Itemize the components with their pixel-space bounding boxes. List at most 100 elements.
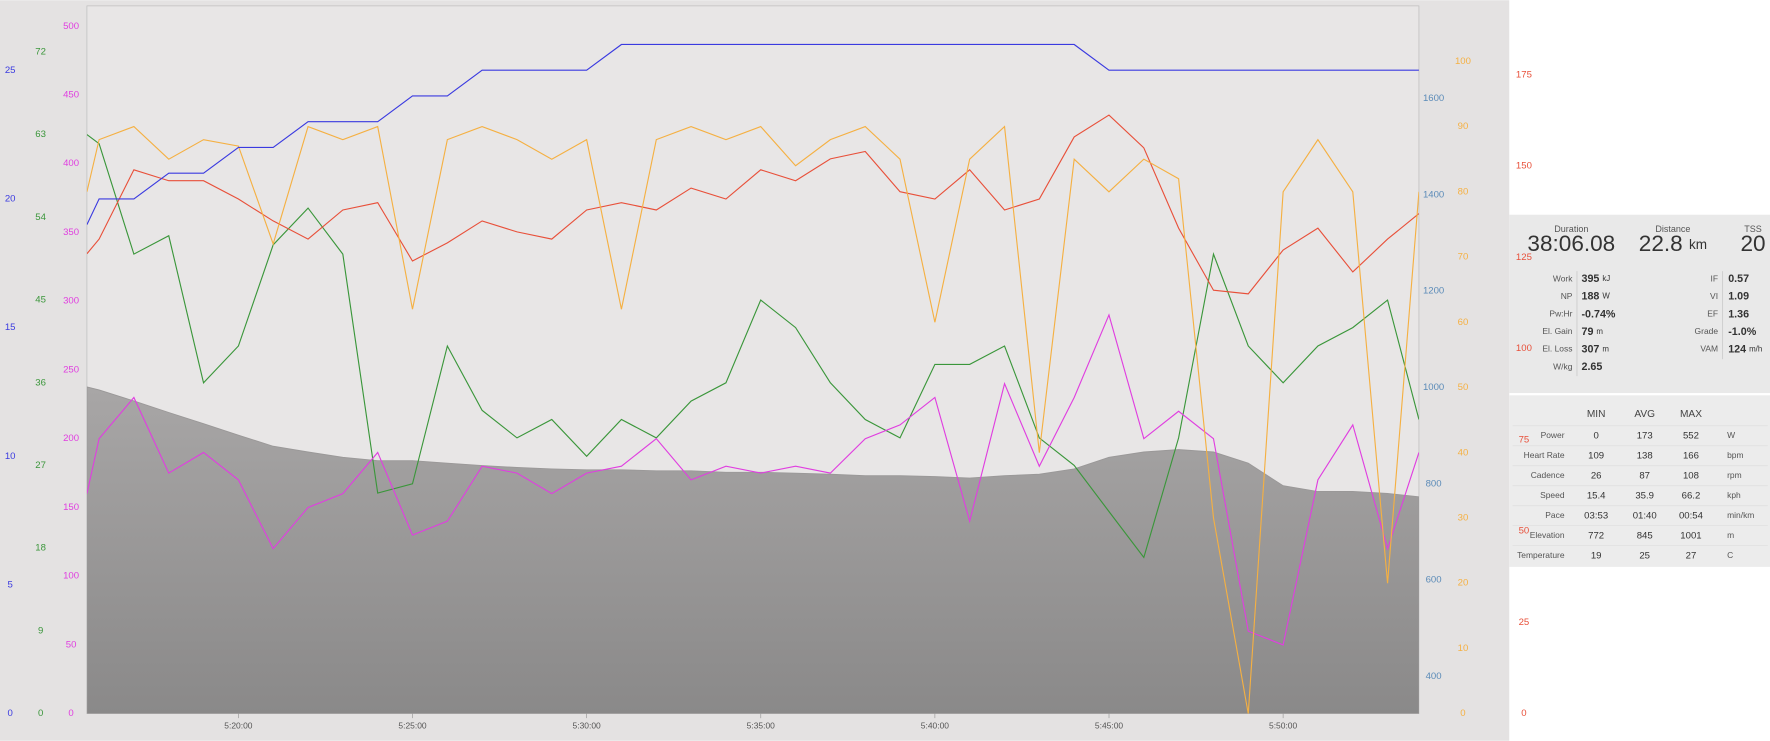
metric-label: VI (1710, 291, 1718, 301)
y-tick-label: 300 (63, 296, 79, 307)
y-tick-label: 1000 (1423, 382, 1444, 393)
metric-label: Work (1553, 273, 1573, 283)
y-tick-label: 175 (1516, 69, 1532, 80)
row-label: Speed (1540, 490, 1565, 500)
metric-label: IF (1711, 273, 1719, 283)
y-tick-label: 500 (63, 21, 79, 32)
cell: 25 (1639, 550, 1650, 561)
headline-value: 38:06.08 (1527, 231, 1615, 256)
metric-value: -0.74% (1581, 308, 1615, 320)
row-label: Pace (1545, 510, 1565, 520)
value: 38:06.08 (1527, 231, 1615, 256)
y-tick-label: 400 (1426, 671, 1442, 682)
plot (86, 43, 1419, 714)
cell: 0 (1593, 431, 1598, 442)
metric-value: 79 m (1581, 326, 1603, 338)
y-tick-label: 1200 (1423, 286, 1444, 297)
x-tick-label: 5:40:00 (921, 720, 950, 730)
y-tick-label: 45 (35, 295, 46, 306)
y-tick-label: 40 (1458, 447, 1469, 458)
x-tick-label: 5:30:00 (573, 720, 602, 730)
row-label: Power (1541, 430, 1565, 440)
y-tick-label: 600 (1426, 575, 1442, 586)
y-tick-label: 9 (38, 625, 43, 636)
value: 307 (1581, 343, 1599, 355)
metric-label: Pw:Hr (1549, 309, 1572, 319)
y-tick-label: 250 (63, 364, 79, 375)
metric-label: VAM (1700, 344, 1718, 354)
y-tick-label: 100 (1516, 343, 1532, 354)
y-tick-label: 50 (1519, 526, 1530, 537)
metric-value: 307 m (1581, 343, 1609, 355)
value: 188 (1581, 291, 1599, 303)
row-unit: rpm (1727, 470, 1742, 480)
unit: m (1602, 345, 1609, 354)
y-tick-label: 10 (5, 451, 16, 462)
y-tick-label: 1600 (1423, 93, 1444, 104)
series-line (86, 313, 1419, 646)
cell: 01:40 (1633, 510, 1657, 521)
row-unit: C (1727, 550, 1733, 560)
value: 124 (1728, 343, 1746, 355)
y-tick-label: 27 (35, 460, 46, 471)
value: 20 (1741, 231, 1766, 256)
y-tick-label: 25 (1519, 617, 1530, 628)
row-label: Cadence (1531, 470, 1565, 480)
value: 2.65 (1581, 361, 1602, 373)
cell: 87 (1639, 470, 1650, 481)
x-tick-label: 5:50:00 (1269, 720, 1298, 730)
metric-value: 1.09 (1728, 291, 1749, 303)
cell: 108 (1683, 470, 1699, 481)
row-unit: bpm (1727, 450, 1743, 460)
value: -0.74% (1581, 308, 1615, 320)
cell: 138 (1637, 450, 1653, 461)
cell: 15.4 (1587, 490, 1606, 501)
y-tick-label: 18 (35, 543, 46, 554)
y-tick-label: 15 (5, 322, 16, 333)
metric-value: 0.57 (1728, 273, 1749, 285)
y-tick-label: 450 (63, 90, 79, 101)
x-tick-label: 5:35:00 (747, 720, 776, 730)
y-tick-label: 63 (35, 129, 46, 140)
value: -1.0% (1728, 326, 1756, 338)
value: 79 (1581, 326, 1593, 338)
cell: 772 (1588, 530, 1604, 541)
value: 0.57 (1728, 273, 1749, 285)
column-header: AVG (1634, 409, 1655, 420)
cell: 19 (1591, 550, 1602, 561)
y-tick-label: 350 (63, 227, 79, 238)
y-tick-label: 800 (1426, 478, 1442, 489)
y-tick-label: 1400 (1423, 189, 1444, 200)
y-tick-label: 100 (1455, 56, 1471, 67)
row-label: Elevation (1530, 530, 1565, 540)
metric-label: Grade (1695, 326, 1719, 336)
y-tick-label: 25 (5, 65, 16, 76)
cell: 26 (1591, 470, 1602, 481)
y-tick-label: 400 (63, 158, 79, 169)
y-tick-label: 5 (7, 580, 12, 591)
y-tick-label: 0 (68, 708, 73, 719)
metric-value: 124 m/h (1728, 343, 1762, 355)
y-tick-label: 0 (1460, 708, 1465, 719)
metric-label: NP (1561, 291, 1573, 301)
metric-value: 2.65 (1581, 361, 1602, 373)
cell: 166 (1683, 450, 1699, 461)
metric-value: 1.36 (1728, 308, 1749, 320)
summary-panel (1509, 214, 1770, 394)
y-tick-label: 36 (35, 377, 46, 388)
cell: 845 (1637, 530, 1653, 541)
row-unit: m (1727, 530, 1734, 540)
row-label: Heart Rate (1524, 450, 1565, 460)
series-line (86, 125, 1419, 714)
value: 22.8 (1639, 231, 1683, 256)
headline-label: Distance (1655, 224, 1690, 234)
unit: kJ (1602, 274, 1610, 283)
elevation-area (86, 386, 1419, 714)
y-tick-label: 70 (1458, 252, 1469, 263)
y-tick-label: 0 (1521, 708, 1526, 719)
x-tick-label: 5:45:00 (1095, 720, 1124, 730)
stats-table (1509, 395, 1770, 567)
metric-label: El. Loss (1542, 344, 1572, 354)
